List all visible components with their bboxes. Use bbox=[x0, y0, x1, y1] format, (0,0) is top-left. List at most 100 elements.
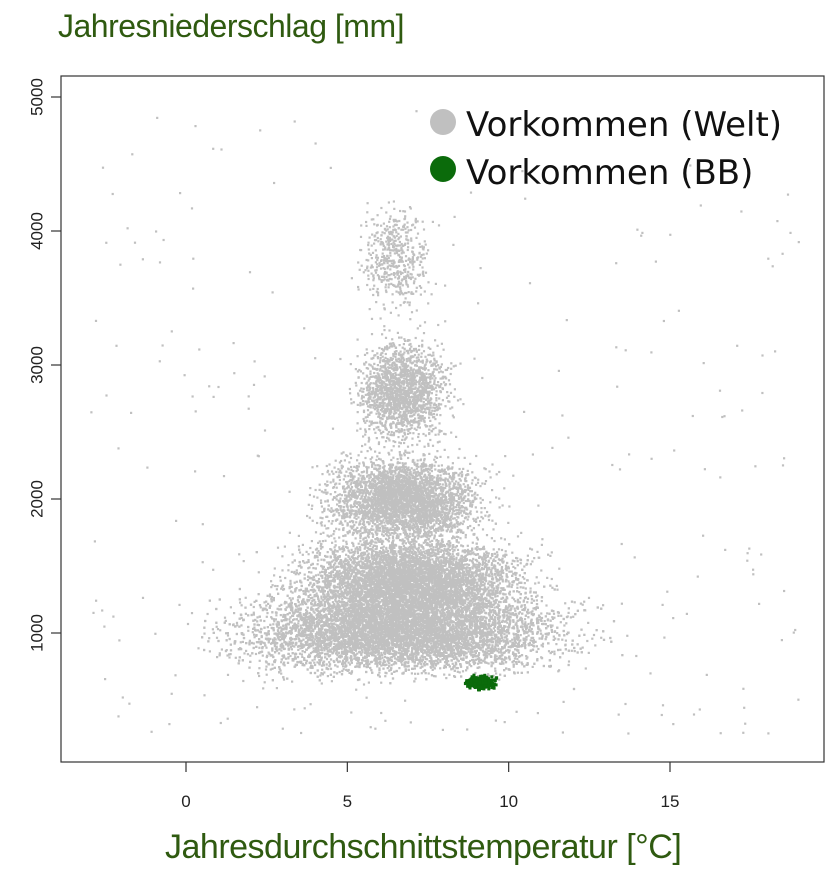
point-welt bbox=[226, 654, 229, 657]
point-welt bbox=[300, 619, 303, 622]
point-welt bbox=[327, 642, 330, 645]
point-welt bbox=[336, 602, 339, 606]
point-welt bbox=[445, 619, 448, 622]
point-welt bbox=[344, 605, 347, 608]
point-welt bbox=[503, 646, 506, 649]
point-welt bbox=[293, 645, 296, 648]
point-welt bbox=[419, 648, 422, 651]
point-welt bbox=[300, 639, 303, 643]
point-welt bbox=[225, 632, 228, 635]
point-welt bbox=[541, 642, 545, 645]
point-welt bbox=[592, 633, 596, 637]
point-welt bbox=[309, 630, 313, 633]
point-welt bbox=[551, 617, 555, 620]
point-welt bbox=[449, 649, 452, 652]
point-welt bbox=[523, 618, 527, 621]
point-welt bbox=[476, 675, 479, 678]
point-welt bbox=[525, 628, 528, 631]
point-welt bbox=[326, 675, 329, 678]
point-welt bbox=[279, 669, 282, 672]
point-welt bbox=[397, 603, 400, 606]
point-welt bbox=[466, 605, 469, 608]
point-welt bbox=[458, 636, 461, 639]
point-welt bbox=[395, 645, 398, 649]
point-welt bbox=[270, 586, 273, 589]
point-welt bbox=[483, 658, 486, 661]
point-welt bbox=[280, 672, 283, 675]
point-welt bbox=[256, 620, 259, 623]
point-welt bbox=[459, 645, 462, 648]
point-welt bbox=[561, 638, 564, 641]
point-welt bbox=[447, 660, 450, 663]
point-welt bbox=[435, 607, 438, 610]
point-welt bbox=[299, 603, 302, 606]
point-welt bbox=[383, 639, 386, 642]
point-welt bbox=[531, 622, 535, 625]
point-welt bbox=[462, 646, 465, 650]
point-welt bbox=[348, 663, 352, 666]
point-welt bbox=[465, 611, 468, 614]
point-welt bbox=[285, 628, 288, 631]
point-welt bbox=[448, 637, 451, 640]
point-welt bbox=[511, 661, 514, 664]
point-welt bbox=[395, 651, 398, 654]
point-welt bbox=[233, 612, 236, 615]
point-welt bbox=[374, 662, 377, 665]
point-welt bbox=[263, 601, 266, 604]
point-welt bbox=[338, 670, 341, 674]
point-welt bbox=[493, 600, 496, 603]
point-welt bbox=[298, 652, 302, 655]
point-welt bbox=[408, 598, 411, 601]
point-welt bbox=[443, 620, 446, 623]
point-welt bbox=[506, 621, 509, 624]
point-welt bbox=[407, 660, 410, 664]
point-welt bbox=[397, 658, 400, 661]
point-welt bbox=[339, 656, 342, 659]
point-welt bbox=[354, 665, 357, 668]
point-welt bbox=[473, 659, 476, 662]
point-welt bbox=[381, 619, 384, 622]
point-welt bbox=[453, 615, 456, 618]
point-welt bbox=[350, 623, 353, 626]
point-welt bbox=[244, 612, 247, 615]
point-welt bbox=[415, 654, 418, 657]
point-welt bbox=[288, 640, 291, 643]
point-welt bbox=[462, 602, 465, 605]
point-welt bbox=[270, 595, 274, 599]
point-welt bbox=[461, 670, 465, 673]
point-welt bbox=[356, 652, 359, 655]
point-welt bbox=[402, 657, 405, 660]
point-welt bbox=[494, 669, 497, 673]
point-welt bbox=[343, 644, 347, 647]
point-welt bbox=[226, 634, 230, 637]
point-welt bbox=[245, 649, 248, 652]
point-welt bbox=[477, 662, 480, 665]
point-welt bbox=[253, 633, 256, 636]
point-welt bbox=[259, 606, 262, 609]
point-welt bbox=[591, 637, 594, 640]
point-welt bbox=[329, 650, 332, 653]
point-welt bbox=[271, 617, 274, 620]
point-welt bbox=[253, 600, 256, 603]
point-welt bbox=[343, 630, 346, 633]
point-welt bbox=[524, 621, 527, 624]
point-welt bbox=[384, 675, 387, 678]
point-welt bbox=[547, 642, 550, 645]
point-welt bbox=[516, 671, 519, 674]
point-welt bbox=[463, 646, 466, 650]
point-welt bbox=[480, 646, 483, 649]
point-welt bbox=[504, 610, 507, 613]
point-welt bbox=[342, 665, 345, 668]
point-welt bbox=[454, 638, 457, 642]
point-welt bbox=[422, 623, 425, 626]
point-welt bbox=[293, 618, 296, 621]
point-welt bbox=[228, 656, 231, 659]
point-welt bbox=[277, 627, 280, 630]
point-welt bbox=[328, 598, 331, 601]
point-welt bbox=[332, 612, 335, 615]
point-welt bbox=[333, 615, 337, 618]
point-welt bbox=[289, 654, 292, 658]
point-welt bbox=[492, 647, 495, 650]
point-welt bbox=[515, 621, 518, 624]
point-welt bbox=[470, 665, 473, 668]
